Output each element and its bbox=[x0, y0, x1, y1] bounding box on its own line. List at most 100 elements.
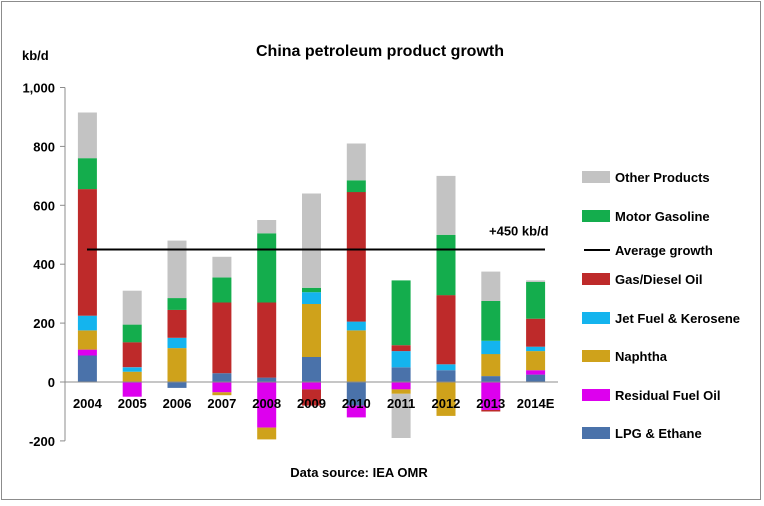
bar-segment-lpg-ethane-2008 bbox=[257, 377, 277, 382]
bar-segment-other-products-2011 bbox=[391, 393, 411, 438]
y-axis-unit-label: kb/d bbox=[22, 48, 49, 63]
bar-segment-other-products-2012 bbox=[436, 175, 456, 235]
legend-label-lpg-ethane: LPG & Ethane bbox=[615, 426, 702, 441]
bar-segment-gas-diesel-oil-2012 bbox=[436, 295, 456, 365]
x-tick-label: 2006 bbox=[163, 396, 192, 411]
bar-segment-naphtha-2007 bbox=[212, 392, 232, 396]
legend-key-naphtha bbox=[582, 350, 610, 362]
legend-key-residual-fuel-oil bbox=[582, 389, 610, 401]
bar-segment-lpg-ethane-2007 bbox=[212, 373, 232, 382]
bar-segment-residual-fuel-oil-2004 bbox=[77, 349, 97, 356]
bar-segment-naphtha-2010 bbox=[346, 330, 366, 382]
bar-segment-lpg-ethane-2012 bbox=[436, 370, 456, 382]
bar-segment-lpg-ethane-2004 bbox=[77, 355, 97, 382]
bar-segment-gas-diesel-oil-2005 bbox=[122, 342, 142, 368]
bar-segment-other-products-2007 bbox=[212, 256, 232, 278]
bar-segment-lpg-ethane-2006 bbox=[167, 382, 187, 388]
x-tick-label: 2012 bbox=[431, 396, 460, 411]
legend-key-lpg-ethane bbox=[582, 427, 610, 439]
bar-segment-residual-fuel-oil-2007 bbox=[212, 382, 232, 393]
x-tick-label: 2010 bbox=[342, 396, 371, 411]
legend-key-jet-fuel-kerosene bbox=[582, 312, 610, 324]
x-tick-label: 2009 bbox=[297, 396, 326, 411]
bar-segment-gas-diesel-oil-2006 bbox=[167, 309, 187, 338]
y-tick-label: -200 bbox=[29, 434, 55, 449]
legend-key-motor-gasoline bbox=[582, 210, 610, 222]
bar-segment-other-products-2006 bbox=[167, 240, 187, 298]
bar-segment-motor-gasoline-2006 bbox=[167, 298, 187, 310]
bar-segment-gas-diesel-oil-2008 bbox=[257, 302, 277, 378]
bar-segment-naphtha-2005 bbox=[122, 371, 142, 382]
bar-segment-other-products-2014e bbox=[526, 280, 546, 282]
x-tick-label: 2004 bbox=[73, 396, 103, 411]
y-tick-label: 200 bbox=[33, 316, 55, 331]
bar-segment-jet-fuel-kerosene-2006 bbox=[167, 337, 187, 349]
average-line-group: +450 kb/d bbox=[87, 223, 549, 251]
bar-segment-residual-fuel-oil-2014e bbox=[526, 370, 546, 375]
data-source-note: Data source: IEA OMR bbox=[290, 465, 428, 480]
bar-segment-residual-fuel-oil-2005 bbox=[122, 382, 142, 397]
y-tick-label: 400 bbox=[33, 257, 55, 272]
bar-segment-motor-gasoline-2012 bbox=[436, 234, 456, 296]
bar-segment-gas-diesel-oil-2013 bbox=[481, 410, 501, 412]
bar-segment-other-products-2009 bbox=[302, 193, 321, 288]
bar-segment-naphtha-2012 bbox=[436, 382, 456, 416]
bar-segment-other-products-2005 bbox=[122, 290, 142, 325]
bar-segment-residual-fuel-oil-2009 bbox=[302, 382, 321, 390]
legend: Other Products Motor Gasoline Average grow… bbox=[582, 170, 740, 441]
bar-segment-residual-fuel-oil-2013 bbox=[481, 382, 501, 410]
chart-title: China petroleum product growth bbox=[256, 43, 504, 60]
y-tick-label: 1,000 bbox=[22, 81, 55, 96]
bars-group bbox=[65, 112, 558, 440]
bar-segment-motor-gasoline-2005 bbox=[122, 324, 142, 343]
bar-segment-gas-diesel-oil-2009 bbox=[302, 389, 321, 406]
bar-segment-motor-gasoline-2011 bbox=[391, 280, 411, 346]
x-axis: 2004 2005 2006 2007 2008 2009 2010 2011 2012 2013… bbox=[73, 396, 555, 411]
legend-label-naphtha: Naphtha bbox=[615, 349, 668, 364]
bar-segment-naphtha-2008 bbox=[257, 427, 277, 440]
bar-segment-naphtha-2006 bbox=[167, 348, 187, 382]
bar-segment-jet-fuel-kerosene-2012 bbox=[436, 364, 456, 371]
bar-segment-motor-gasoline-2004 bbox=[77, 158, 97, 190]
bar-segment-gas-diesel-oil-2007 bbox=[212, 302, 232, 374]
bar-segment-motor-gasoline-2014e bbox=[526, 281, 546, 319]
bar-segment-other-products-2013 bbox=[481, 271, 501, 301]
legend-label-other-products: Other Products bbox=[615, 170, 710, 185]
legend-label-average-growth: Average growth bbox=[615, 243, 713, 258]
average-growth-annotation: +450 kb/d bbox=[489, 223, 549, 238]
bar-segment-motor-gasoline-2009 bbox=[302, 287, 321, 293]
bar-segment-lpg-ethane-2011 bbox=[391, 367, 411, 382]
x-tick-label: 2005 bbox=[118, 396, 147, 411]
bar-segment-gas-diesel-oil-2014e bbox=[526, 318, 546, 347]
x-tick-label: 2014E bbox=[517, 396, 555, 411]
bar-segment-jet-fuel-kerosene-2014e bbox=[526, 346, 546, 352]
bar-segment-motor-gasoline-2010 bbox=[346, 180, 366, 193]
bar-segment-jet-fuel-kerosene-2004 bbox=[77, 315, 97, 331]
bar-segment-jet-fuel-kerosene-2009 bbox=[302, 292, 321, 304]
bar-segment-residual-fuel-oil-2010 bbox=[346, 405, 366, 418]
legend-key-gas-diesel-oil bbox=[582, 273, 610, 285]
bar-segment-jet-fuel-kerosene-2013 bbox=[481, 340, 501, 355]
bar-segment-jet-fuel-kerosene-2005 bbox=[122, 367, 142, 372]
bar-segment-motor-gasoline-2007 bbox=[212, 277, 232, 303]
legend-label-jet-fuel-kerosene: Jet Fuel & Kerosene bbox=[615, 311, 740, 326]
bar-segment-naphtha-2004 bbox=[77, 330, 97, 350]
bar-segment-gas-diesel-oil-2011 bbox=[391, 345, 411, 352]
legend-label-motor-gasoline: Motor Gasoline bbox=[615, 209, 710, 224]
x-tick-label: 2008 bbox=[252, 396, 281, 411]
bar-segment-lpg-ethane-2010 bbox=[346, 382, 366, 406]
y-axis: -200 0 200 400 600 800 1,000 bbox=[22, 81, 66, 449]
y-tick-label: 800 bbox=[33, 139, 55, 154]
bar-segment-motor-gasoline-2013 bbox=[481, 301, 501, 341]
bar-segment-other-products-2008 bbox=[257, 220, 277, 234]
bar-segment-motor-gasoline-2008 bbox=[257, 233, 277, 303]
x-tick-label: 2007 bbox=[207, 396, 236, 411]
bar-segment-lpg-ethane-2013 bbox=[481, 376, 501, 382]
x-tick-label: 2013 bbox=[476, 396, 505, 411]
y-tick-label: 0 bbox=[48, 375, 55, 390]
bar-segment-other-products-2010 bbox=[346, 143, 366, 181]
bar-segment-naphtha-2011 bbox=[391, 389, 411, 394]
x-tick-label: 2011 bbox=[387, 396, 415, 411]
bar-segment-lpg-ethane-2009 bbox=[302, 357, 321, 382]
